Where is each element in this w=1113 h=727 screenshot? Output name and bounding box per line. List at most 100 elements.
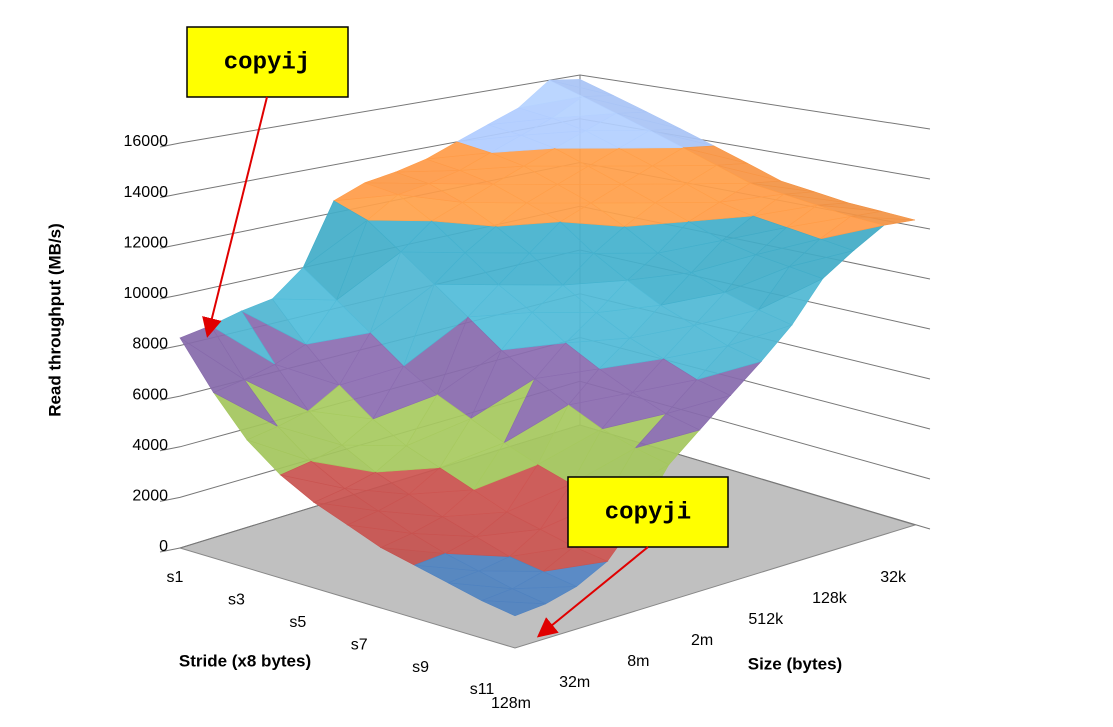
y-tick-label: 8000 bbox=[132, 336, 168, 353]
surface-facet bbox=[556, 165, 622, 185]
surface-facet bbox=[456, 124, 522, 143]
surface-facet bbox=[508, 528, 575, 558]
surface-facet bbox=[559, 202, 626, 227]
surface-facet bbox=[750, 180, 815, 193]
surface-facet bbox=[716, 162, 782, 182]
surface-facet bbox=[397, 183, 463, 203]
surface-facet bbox=[688, 201, 754, 222]
surface-facet bbox=[433, 252, 500, 286]
surface-facet bbox=[570, 428, 636, 485]
surface-facet bbox=[752, 193, 818, 217]
surface-facet bbox=[587, 147, 653, 167]
surface-facet bbox=[662, 325, 729, 360]
surface-facet bbox=[536, 404, 603, 466]
surface-facet bbox=[400, 220, 466, 254]
surface-facet bbox=[626, 252, 693, 281]
surface-facet bbox=[723, 254, 791, 294]
surface-facet bbox=[459, 152, 525, 171]
x-tick-label: s5 bbox=[289, 614, 306, 631]
annotation-text: copyij bbox=[224, 49, 310, 76]
surface-facet bbox=[690, 240, 757, 274]
surface-facet bbox=[528, 221, 595, 254]
surface-facet bbox=[461, 183, 527, 204]
annotation: copyij bbox=[186, 26, 349, 338]
surface-facet bbox=[786, 204, 851, 228]
surface-facet bbox=[819, 216, 885, 240]
surface-facet bbox=[582, 95, 648, 113]
surface bbox=[179, 79, 916, 617]
y-tick-label: 10000 bbox=[124, 285, 169, 302]
size-tick-label: 512k bbox=[748, 611, 784, 628]
surface-facet bbox=[333, 182, 399, 202]
x-tick-label: s11 bbox=[470, 681, 495, 698]
surface-facet bbox=[179, 325, 245, 380]
surface-facet bbox=[307, 384, 374, 420]
surface-facet bbox=[305, 299, 371, 345]
y-tick-label: 0 bbox=[159, 538, 168, 555]
surface-facet bbox=[564, 312, 631, 344]
surface-facet bbox=[439, 418, 505, 469]
surface-facet bbox=[494, 202, 562, 227]
surface-facet bbox=[584, 113, 650, 132]
surface-facet bbox=[346, 510, 412, 534]
surface-facet bbox=[341, 418, 408, 447]
size-tick-label: 2m bbox=[691, 632, 713, 649]
surface-facet bbox=[405, 394, 472, 447]
grid-line bbox=[159, 74, 931, 148]
x-tick-label: s3 bbox=[228, 592, 245, 609]
surface-facet bbox=[478, 556, 544, 572]
surface-facet bbox=[366, 194, 433, 222]
surface-facet bbox=[447, 570, 513, 589]
surface-facet bbox=[497, 252, 564, 286]
surface-facet bbox=[374, 445, 441, 473]
surface-facet bbox=[719, 182, 784, 203]
stride-axis-title: Stride (x8 bytes) bbox=[179, 651, 311, 670]
surface-facet bbox=[541, 546, 609, 572]
surface-facet bbox=[490, 134, 555, 153]
x-tick-label: s9 bbox=[412, 659, 429, 676]
surface-facet bbox=[634, 413, 701, 449]
surface-facet bbox=[651, 147, 717, 167]
surface-facet bbox=[522, 147, 589, 167]
surface-facet bbox=[684, 164, 751, 185]
surface-facet bbox=[410, 516, 477, 537]
size-axis-title: Size (bytes) bbox=[748, 654, 842, 673]
surface-facet bbox=[464, 226, 531, 254]
surface-facet bbox=[271, 267, 338, 301]
surface-facet bbox=[525, 184, 592, 204]
surface-facet bbox=[279, 460, 345, 489]
surface-facet bbox=[623, 202, 690, 227]
surface-facet bbox=[629, 304, 696, 339]
surface-facet bbox=[364, 171, 429, 184]
surface-facet bbox=[408, 467, 475, 495]
surface-facet bbox=[592, 226, 659, 254]
surface-facet bbox=[534, 342, 600, 380]
surface-facet bbox=[500, 311, 567, 351]
surface-facet bbox=[210, 310, 276, 365]
surface-facet bbox=[616, 111, 681, 130]
surface-facet bbox=[562, 252, 628, 286]
surface-facet bbox=[589, 183, 657, 204]
y-tick-label: 12000 bbox=[124, 234, 169, 251]
surface-facet bbox=[312, 488, 379, 512]
y-axis-title: Read throughput (MB/s) bbox=[45, 223, 64, 417]
surface-facet bbox=[436, 316, 502, 396]
size-tick-label: 128m bbox=[491, 695, 531, 712]
y-tick-label: 16000 bbox=[124, 133, 169, 150]
surface-facet bbox=[620, 165, 687, 185]
annotation-text: copyji bbox=[605, 499, 691, 526]
surface-facet bbox=[758, 266, 824, 311]
surface-facet bbox=[657, 221, 724, 254]
surface-facet bbox=[441, 489, 508, 518]
surface-facet bbox=[506, 464, 572, 513]
y-tick-label: 2000 bbox=[132, 488, 168, 505]
surface-facet bbox=[503, 378, 569, 444]
surface-facet bbox=[487, 107, 553, 125]
surface-facet bbox=[755, 227, 822, 255]
surface-facet bbox=[430, 202, 497, 227]
surface-facet bbox=[402, 283, 469, 367]
surface-facet bbox=[338, 332, 405, 386]
surface-facet bbox=[788, 238, 855, 267]
surface-facet bbox=[659, 272, 726, 306]
